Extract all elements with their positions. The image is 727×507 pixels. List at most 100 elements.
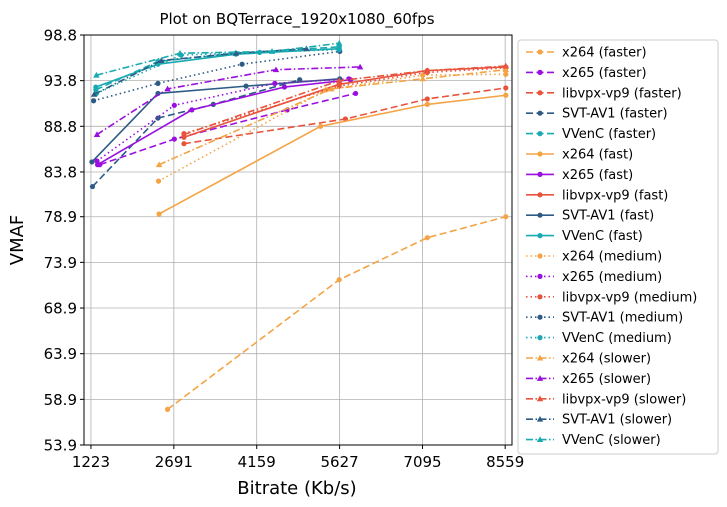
data-point [93, 71, 100, 78]
data-point [89, 183, 96, 190]
legend-marker [536, 395, 544, 402]
legend-label: x264 (slower) [562, 352, 651, 367]
data-point [336, 277, 342, 283]
data-point [328, 85, 335, 92]
data-point [272, 80, 278, 86]
series-line [96, 48, 340, 95]
legend-item: x265 (fast) [526, 168, 633, 183]
legend-item: libvpx-vp9 (faster) [526, 86, 682, 101]
series-line [183, 67, 506, 135]
series-x265-medium [94, 76, 352, 164]
y-tick-label: 98.8 [44, 27, 77, 45]
legend-label: libvpx-vp9 (faster) [562, 86, 682, 101]
legend-marker [537, 314, 543, 320]
data-point [155, 80, 161, 86]
data-point [232, 50, 240, 56]
data-point [89, 159, 95, 165]
legend-item: SVT-AV1 (faster) [526, 107, 668, 122]
data-point [155, 178, 162, 184]
series-line [91, 78, 300, 188]
series-line [158, 68, 506, 166]
y-tick-label: 93.8 [44, 72, 77, 90]
series-line [167, 215, 506, 411]
data-point [94, 158, 100, 164]
legend-marker [537, 69, 543, 75]
data-point [502, 62, 510, 69]
legend-item: libvpx-vp9 (fast) [526, 188, 668, 203]
data-point [424, 235, 430, 241]
series-line [158, 94, 506, 215]
legend-item: x264 (slower) [526, 352, 651, 367]
legend-item: VVenC (slower) [526, 433, 661, 448]
data-point [356, 63, 364, 70]
x-tick-label: 8559 [486, 453, 524, 471]
legend-item: VVenC (fast) [526, 229, 643, 244]
series-x264-fast [156, 92, 509, 217]
legend-marker [537, 253, 543, 259]
legend-marker [537, 110, 543, 116]
data-point [297, 77, 303, 83]
legend-marker [537, 151, 543, 157]
legend-marker [536, 436, 544, 443]
x-tick-label: 2691 [155, 453, 193, 471]
series-line [183, 66, 506, 139]
data-point [335, 77, 343, 84]
legend-item: libvpx-vp9 (medium) [526, 290, 697, 305]
legend-label: x265 (medium) [562, 270, 662, 285]
y-tick-label: 53.9 [44, 437, 77, 455]
legend-marker [537, 233, 543, 239]
legend-item: SVT-AV1 (medium) [526, 311, 683, 326]
data-point [272, 66, 280, 73]
data-point [503, 214, 509, 220]
legend-label: libvpx-vp9 (slower) [562, 392, 686, 407]
y-tick-label: 88.8 [44, 118, 77, 136]
legend-marker [536, 375, 544, 381]
y-tick-label: 73.9 [44, 254, 77, 272]
legend-label: x265 (fast) [562, 168, 633, 183]
legend-label: libvpx-vp9 (fast) [562, 188, 668, 203]
legend-item: SVT-AV1 (slower) [526, 413, 672, 428]
data-point [424, 96, 430, 102]
legend-marker [537, 212, 543, 218]
x-tick-label: 1223 [72, 453, 110, 471]
data-point [180, 131, 188, 137]
series-x265-slower [93, 63, 364, 137]
data-point [239, 61, 245, 67]
data-point [352, 90, 359, 97]
y-tick-label: 58.9 [44, 391, 77, 409]
legend-marker [537, 273, 543, 279]
data-point [424, 67, 431, 74]
legend-marker [537, 131, 543, 137]
legend: x264 (faster) x265 (faster) libvpx-vp9 (fa… [517, 39, 719, 455]
legend-label: VVenC (medium) [562, 331, 672, 346]
legend-label: VVenC (slower) [562, 433, 661, 448]
legend-label: SVT-AV1 (slower) [562, 413, 672, 428]
data-point [158, 57, 165, 64]
legend-marker [537, 335, 543, 341]
legend-label: x265 (faster) [562, 66, 647, 81]
legend-marker [537, 294, 543, 300]
y-tick-label: 78.9 [44, 208, 77, 226]
x-tick-label: 4159 [238, 453, 276, 471]
series-line [183, 87, 506, 145]
series-x264-slower [155, 66, 510, 168]
x-tick-label: 7095 [403, 453, 441, 471]
data-point [189, 107, 195, 113]
data-point [155, 115, 161, 121]
data-point [90, 91, 98, 97]
data-point [268, 48, 276, 54]
series-line [96, 42, 340, 76]
data-point [90, 98, 97, 104]
chart-title: Plot on BQTerrace_1920x1080_60fps [159, 10, 434, 29]
legend-item: x264 (faster) [526, 46, 647, 61]
legend-label: x264 (fast) [562, 148, 633, 163]
x-axis-label: Bitrate (Kb/s) [237, 478, 356, 499]
data-point [155, 161, 163, 168]
series-line [183, 65, 506, 136]
legend-label: x265 (slower) [562, 372, 651, 387]
series-svt-av1-medium [90, 48, 343, 104]
data-point [93, 84, 99, 90]
legend-label: VVenC (faster) [562, 127, 656, 142]
data-point [171, 136, 177, 142]
y-tick-label: 83.8 [44, 163, 77, 181]
